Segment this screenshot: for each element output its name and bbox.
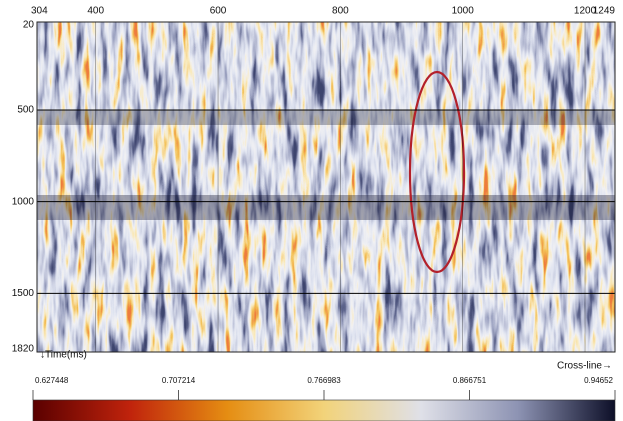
colorbar-tick-label: 0.707214 bbox=[162, 376, 196, 385]
x-tick-label: 1000 bbox=[452, 6, 475, 17]
chart: ↓Time(ms) Cross-line→ 304 400 600 800 1000 12… bbox=[0, 0, 623, 421]
y-axis-label: ↓Time(ms) bbox=[40, 350, 87, 361]
dark-horizon bbox=[37, 110, 615, 125]
dark-horizon bbox=[37, 195, 615, 220]
x-tick-label: 600 bbox=[210, 6, 227, 17]
y-tick-label: 20 bbox=[23, 20, 35, 31]
colorbar bbox=[33, 400, 615, 421]
y-tick-label: 1500 bbox=[12, 288, 35, 299]
plot-area bbox=[37, 22, 615, 352]
y-tick-label: 500 bbox=[17, 105, 34, 116]
colorbar-tick-label: 0.627448 bbox=[35, 376, 69, 385]
seismic-section bbox=[37, 22, 615, 352]
x-tick-label: 304 bbox=[31, 6, 48, 17]
y-tick-label: 1820 bbox=[12, 344, 35, 355]
colorbar-tick-label: 0.94652 bbox=[584, 376, 613, 385]
x-tick-label: 800 bbox=[332, 6, 349, 17]
colorbar-tick-label: 0.766983 bbox=[307, 376, 341, 385]
page: {"chart_data":{"type":"heatmap", "x_labe… bbox=[0, 0, 623, 421]
colorbar-tick-label: 0.866751 bbox=[453, 376, 487, 385]
x-axis-label: Cross-line→ bbox=[557, 361, 612, 372]
x-tick-label: 400 bbox=[87, 6, 104, 17]
x-tick-label: 1249 bbox=[593, 6, 616, 17]
y-tick-label: 1000 bbox=[12, 196, 35, 207]
